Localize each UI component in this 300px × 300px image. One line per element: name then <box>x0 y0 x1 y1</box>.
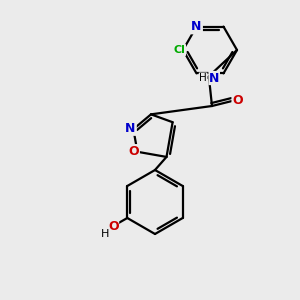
Text: O: O <box>128 145 139 158</box>
Text: N: N <box>191 20 202 33</box>
Text: O: O <box>233 94 243 107</box>
Text: O: O <box>108 220 119 232</box>
Text: H: H <box>199 73 207 83</box>
Text: N: N <box>125 122 136 135</box>
Text: H: H <box>101 229 110 239</box>
Text: N: N <box>209 71 219 85</box>
Text: Cl: Cl <box>173 45 185 55</box>
